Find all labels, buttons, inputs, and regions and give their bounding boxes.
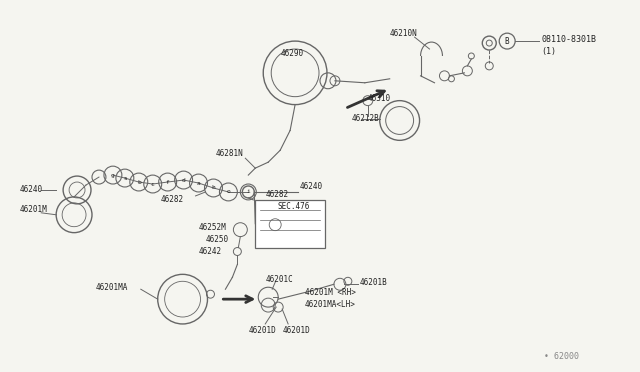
Text: 46201D: 46201D — [282, 326, 310, 336]
Bar — [255, 200, 325, 247]
Text: • 62000: • 62000 — [544, 352, 579, 361]
Text: 46212B: 46212B — [352, 114, 380, 123]
Text: c: c — [151, 182, 155, 186]
Text: 46201MA<LH>: 46201MA<LH> — [305, 299, 356, 309]
Text: 46242: 46242 — [198, 247, 221, 256]
Text: 46282: 46282 — [265, 190, 289, 199]
Text: 46240: 46240 — [19, 186, 42, 195]
Text: 46282: 46282 — [161, 195, 184, 204]
Text: 46281N: 46281N — [216, 149, 243, 158]
Text: d: d — [182, 177, 186, 183]
Text: 46201MA: 46201MA — [96, 283, 129, 292]
Text: 46240: 46240 — [300, 183, 323, 192]
Text: 46290: 46290 — [280, 48, 303, 58]
Text: 46201C: 46201C — [265, 275, 293, 284]
Text: h: h — [212, 186, 215, 190]
Text: 46310: 46310 — [368, 94, 391, 103]
Text: 46201D: 46201D — [248, 326, 276, 336]
Text: f: f — [166, 180, 170, 185]
Text: o: o — [227, 189, 230, 195]
Text: B: B — [505, 36, 509, 46]
Text: 46201B: 46201B — [360, 278, 388, 287]
Text: a: a — [196, 180, 200, 186]
Text: g: g — [111, 173, 115, 177]
Text: 08110-8301B: 08110-8301B — [541, 35, 596, 44]
Text: 46201M <RH>: 46201M <RH> — [305, 288, 356, 297]
Text: (1): (1) — [541, 46, 556, 55]
Text: 46210N: 46210N — [390, 29, 417, 38]
Text: SEC.476: SEC.476 — [277, 202, 310, 211]
Text: s: s — [123, 176, 127, 180]
Text: b: b — [137, 180, 141, 185]
Text: i: i — [246, 189, 250, 195]
Text: 46250: 46250 — [205, 235, 228, 244]
Text: 46252M: 46252M — [198, 223, 227, 232]
Text: 46201M: 46201M — [19, 205, 47, 214]
